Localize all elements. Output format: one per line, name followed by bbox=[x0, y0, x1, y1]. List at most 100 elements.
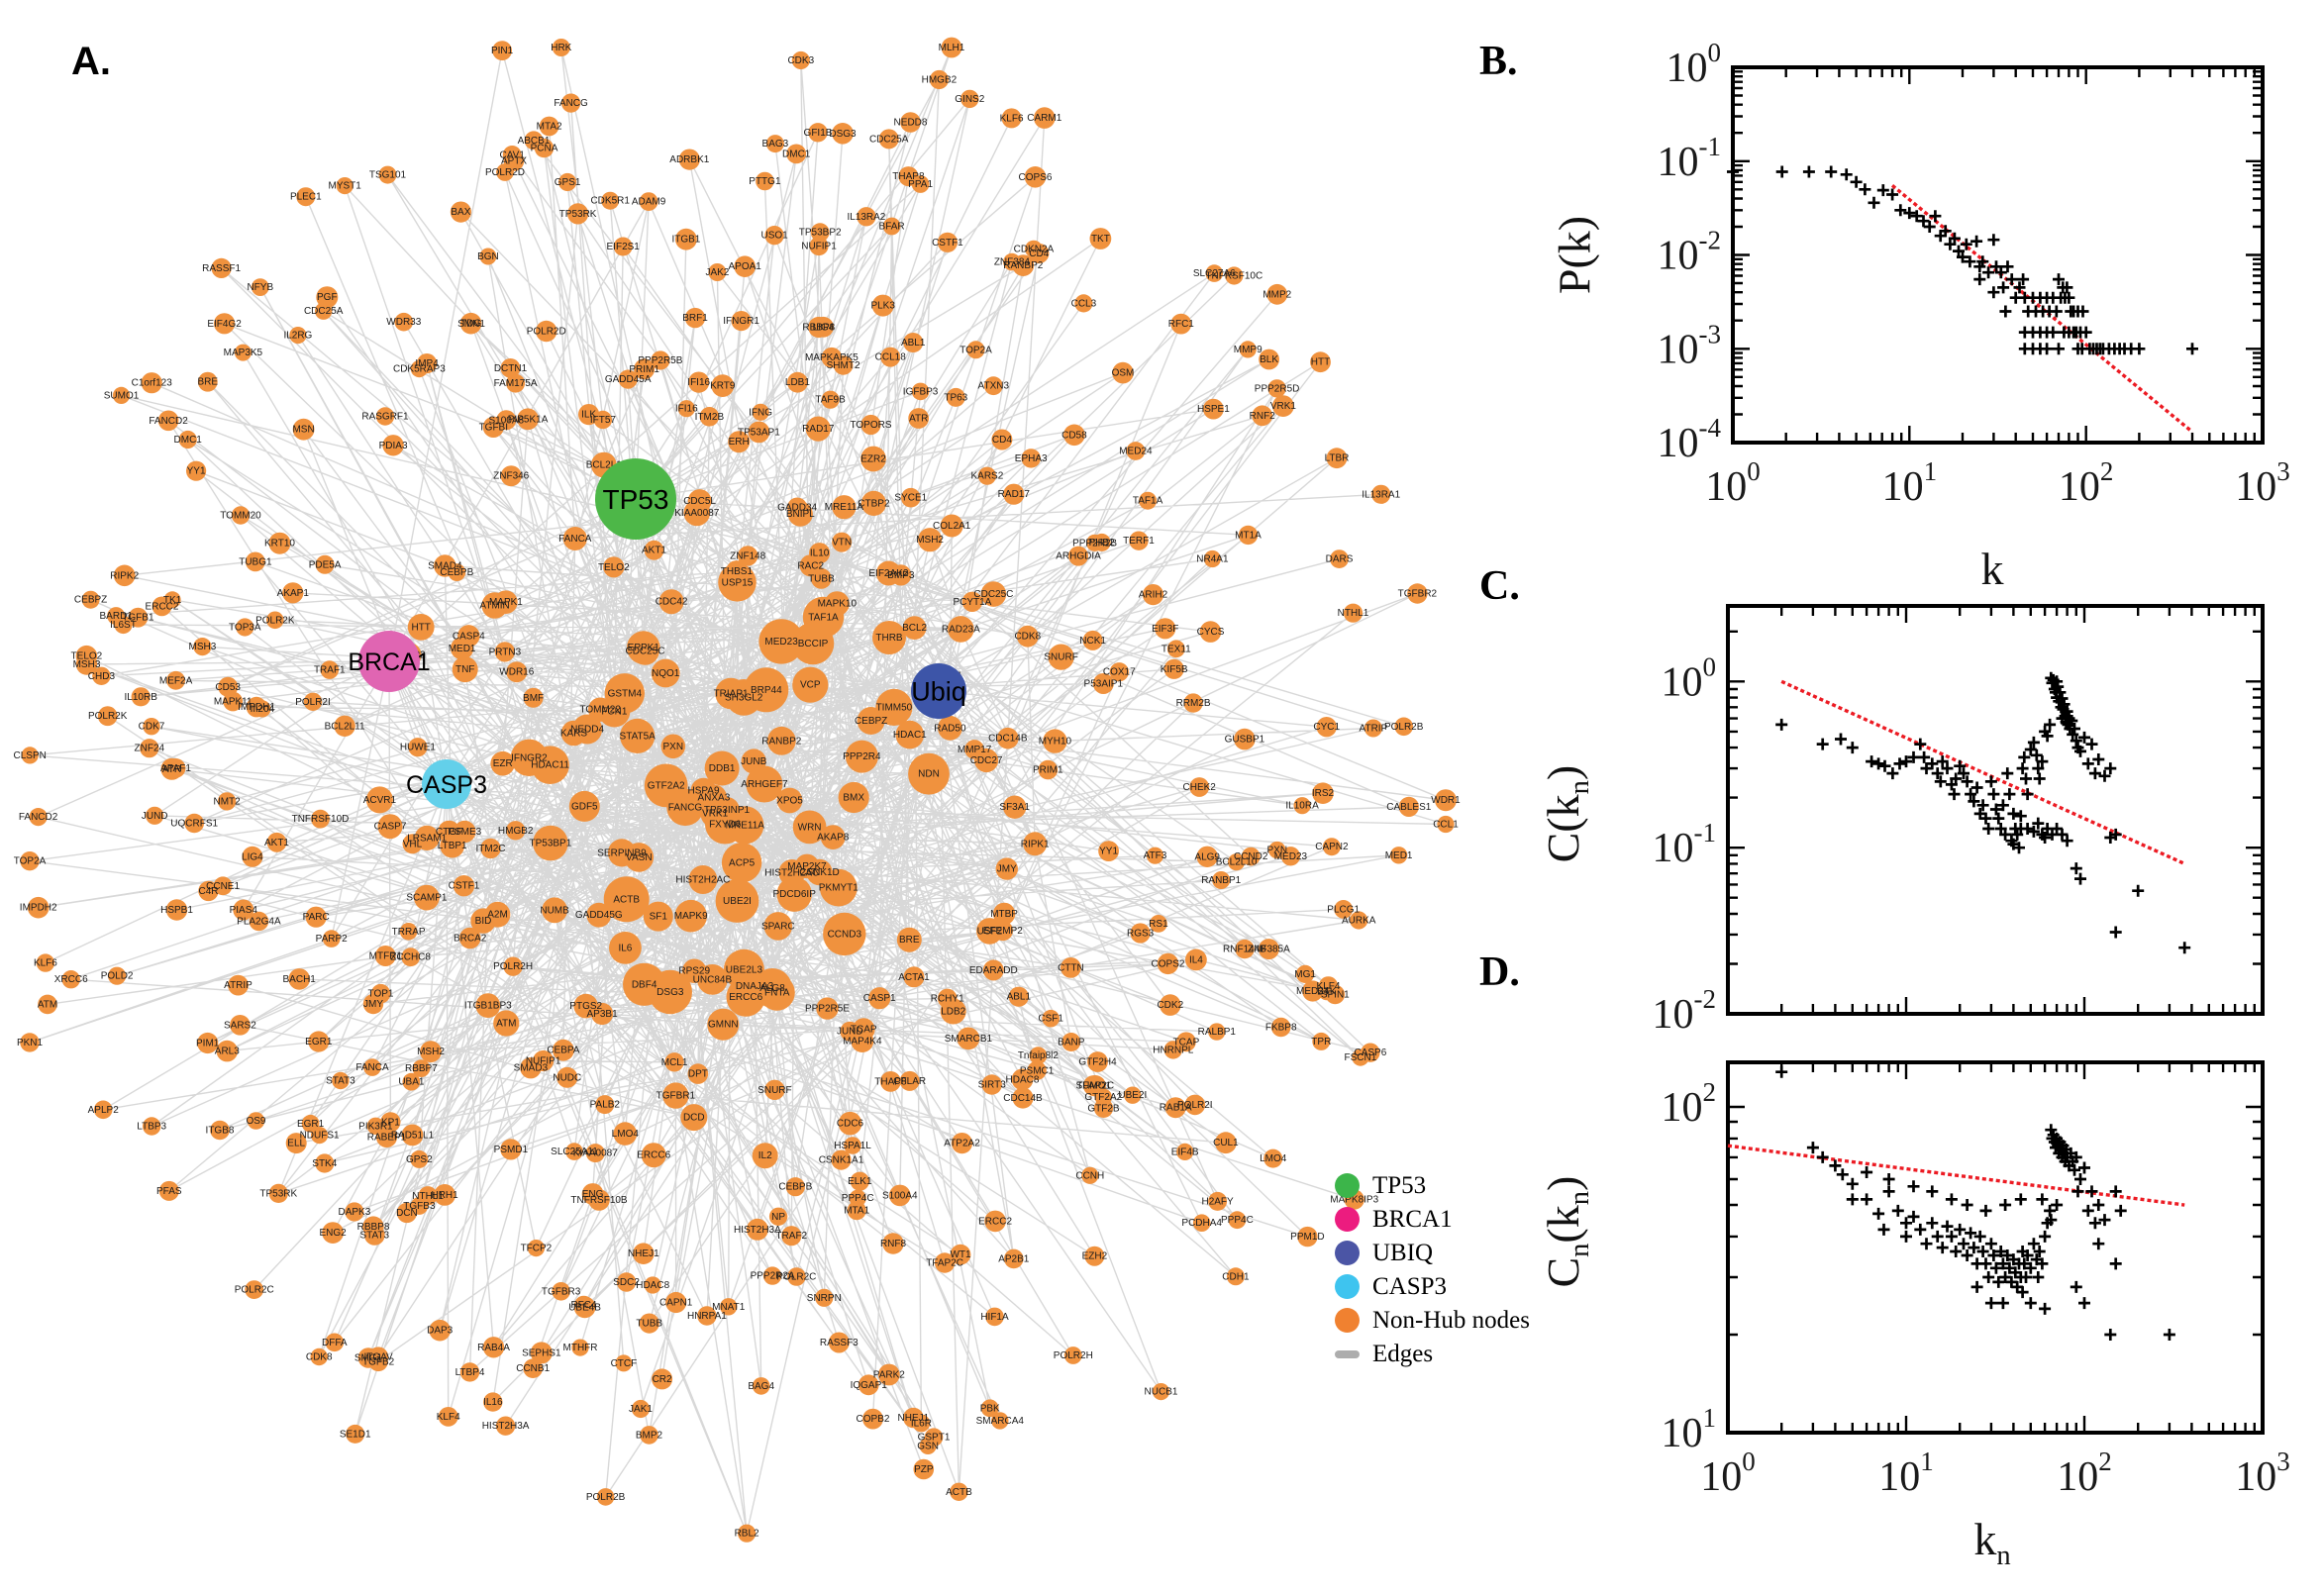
network-node-label: SLC27A6 bbox=[1193, 268, 1236, 279]
network-node-label: RASGRF1 bbox=[361, 412, 409, 423]
network-node-label: EZH2 bbox=[1082, 1251, 1108, 1262]
network-node bbox=[1203, 549, 1221, 568]
network-node bbox=[1343, 603, 1364, 623]
network-node-label: IFT57 bbox=[590, 415, 617, 426]
network-node-label: ENG bbox=[582, 1189, 604, 1200]
network-node-label: MAPK1 bbox=[489, 597, 523, 608]
network-node-label: POLR2H bbox=[493, 961, 533, 972]
axis-ticks bbox=[1726, 606, 2265, 1016]
network-node bbox=[991, 1412, 1009, 1430]
network-node-label: STK4 bbox=[312, 1158, 337, 1169]
network-node-label: H2AFY bbox=[1201, 1196, 1234, 1207]
network-node bbox=[1196, 846, 1218, 867]
network-node-label: PKN1 bbox=[17, 1038, 44, 1048]
legend-label: Edges bbox=[1372, 1341, 1434, 1367]
network-node bbox=[977, 466, 997, 485]
network-node-label: CHEK2 bbox=[1183, 782, 1217, 793]
network-node-label: VTN bbox=[832, 538, 852, 549]
network-node bbox=[1002, 795, 1027, 819]
network-node bbox=[776, 876, 812, 912]
network-node-label: ERCC2 bbox=[978, 1216, 1012, 1227]
network-node bbox=[1272, 395, 1294, 417]
network-node bbox=[246, 696, 267, 718]
node-color-icon bbox=[1335, 1207, 1360, 1232]
network-node bbox=[417, 353, 438, 374]
network-node bbox=[1112, 361, 1134, 384]
network-node bbox=[857, 707, 885, 735]
svg-text:10-2: 10-2 bbox=[1653, 984, 1717, 1038]
network-node-label: ATM bbox=[496, 1019, 516, 1030]
network-node-label: ABL1 bbox=[1007, 992, 1032, 1003]
axis-title-b-y: P(k) bbox=[1549, 215, 1600, 295]
tick-labels: 100 101 102 103 100 10-1 10-2 10-3 10-4 bbox=[1658, 38, 2290, 510]
network-node bbox=[480, 838, 501, 859]
network-node bbox=[506, 661, 528, 683]
network-node-label: CEBPB bbox=[440, 567, 473, 578]
network-node-label: CAPN2 bbox=[1315, 842, 1349, 852]
network-node-label: TP53RK bbox=[259, 1188, 297, 1199]
network-node bbox=[560, 720, 587, 747]
network-node-label: MED24 bbox=[1119, 447, 1153, 457]
network-node-label: JUNB bbox=[741, 756, 766, 767]
network-node-label: EGR1 bbox=[305, 1037, 333, 1047]
network-node-label: GMNN bbox=[708, 1020, 739, 1031]
network-node-label: CYC1 bbox=[1313, 722, 1340, 733]
network-node bbox=[81, 590, 100, 609]
network-node-label: CDK8 bbox=[306, 1352, 333, 1363]
network-node bbox=[898, 166, 919, 187]
network-node-label: KARS2 bbox=[971, 471, 1004, 482]
network-node-label: THAP8 bbox=[874, 1076, 907, 1087]
network-node-label: FANCG bbox=[668, 802, 703, 813]
network-node bbox=[346, 1424, 365, 1444]
network-node-label: BAX bbox=[451, 207, 470, 218]
network-node-label: LRSAM1 bbox=[407, 833, 447, 844]
network-node-label: WDR16 bbox=[499, 667, 534, 678]
network-node-label: BRP44 bbox=[751, 685, 782, 696]
network-node bbox=[903, 1407, 924, 1429]
network-node-label: JUND bbox=[837, 1027, 863, 1038]
network-node bbox=[1170, 313, 1192, 335]
network-node-label: KP1 bbox=[381, 1117, 400, 1128]
network-node-label: BLK bbox=[1260, 354, 1278, 365]
network-node bbox=[791, 622, 835, 665]
network-node-label: HMGB2 bbox=[922, 75, 958, 86]
network-node-label: PHB2 bbox=[1089, 538, 1116, 549]
network-node bbox=[1082, 630, 1103, 650]
network-node-label: HIF1A bbox=[980, 1312, 1009, 1323]
network-node-label: CEBPA bbox=[547, 1046, 579, 1056]
network-node bbox=[877, 1363, 900, 1386]
network-node-label: RS1 bbox=[1149, 919, 1168, 930]
network-node-label: NCK1 bbox=[1079, 636, 1106, 647]
network-node-label: TCAP bbox=[851, 1025, 877, 1036]
network-node-label: RBBP8 bbox=[802, 323, 835, 334]
c-y-sub: n bbox=[1565, 780, 1596, 795]
network-node bbox=[315, 1153, 335, 1173]
network-node-label: CDK3 bbox=[787, 55, 814, 66]
network-node-label: ABCB1 bbox=[518, 136, 551, 147]
network-node bbox=[997, 727, 1019, 749]
network-node bbox=[450, 201, 471, 223]
network-node bbox=[574, 1295, 593, 1315]
network-node-label: BAG4 bbox=[748, 1381, 774, 1392]
network-node bbox=[500, 358, 521, 378]
network-node-label: HUWE1 bbox=[400, 743, 437, 753]
network-node bbox=[889, 1184, 911, 1207]
network-node-label: CDC5L bbox=[683, 496, 716, 507]
network-node-label: ADAM9 bbox=[632, 197, 666, 208]
network-node bbox=[976, 918, 1003, 945]
network-node bbox=[596, 1488, 615, 1506]
svg-text:102: 102 bbox=[2059, 456, 2114, 510]
network-node bbox=[556, 1066, 578, 1088]
network-node bbox=[819, 868, 858, 907]
network-node bbox=[838, 781, 869, 814]
network-node-label: MSH3 bbox=[189, 642, 217, 652]
network-node bbox=[1334, 900, 1354, 919]
chart-b: 100 101 102 103 100 10-1 10-2 10-3 10-4 bbox=[1658, 38, 2290, 510]
network-node-label: TGFBR2 bbox=[1398, 589, 1438, 600]
network-node-label: PLK3 bbox=[870, 301, 895, 312]
network-node bbox=[684, 307, 706, 329]
network-node-label: STAT3 bbox=[359, 1231, 389, 1242]
fit-line bbox=[1780, 679, 2185, 865]
network-node bbox=[816, 997, 839, 1020]
